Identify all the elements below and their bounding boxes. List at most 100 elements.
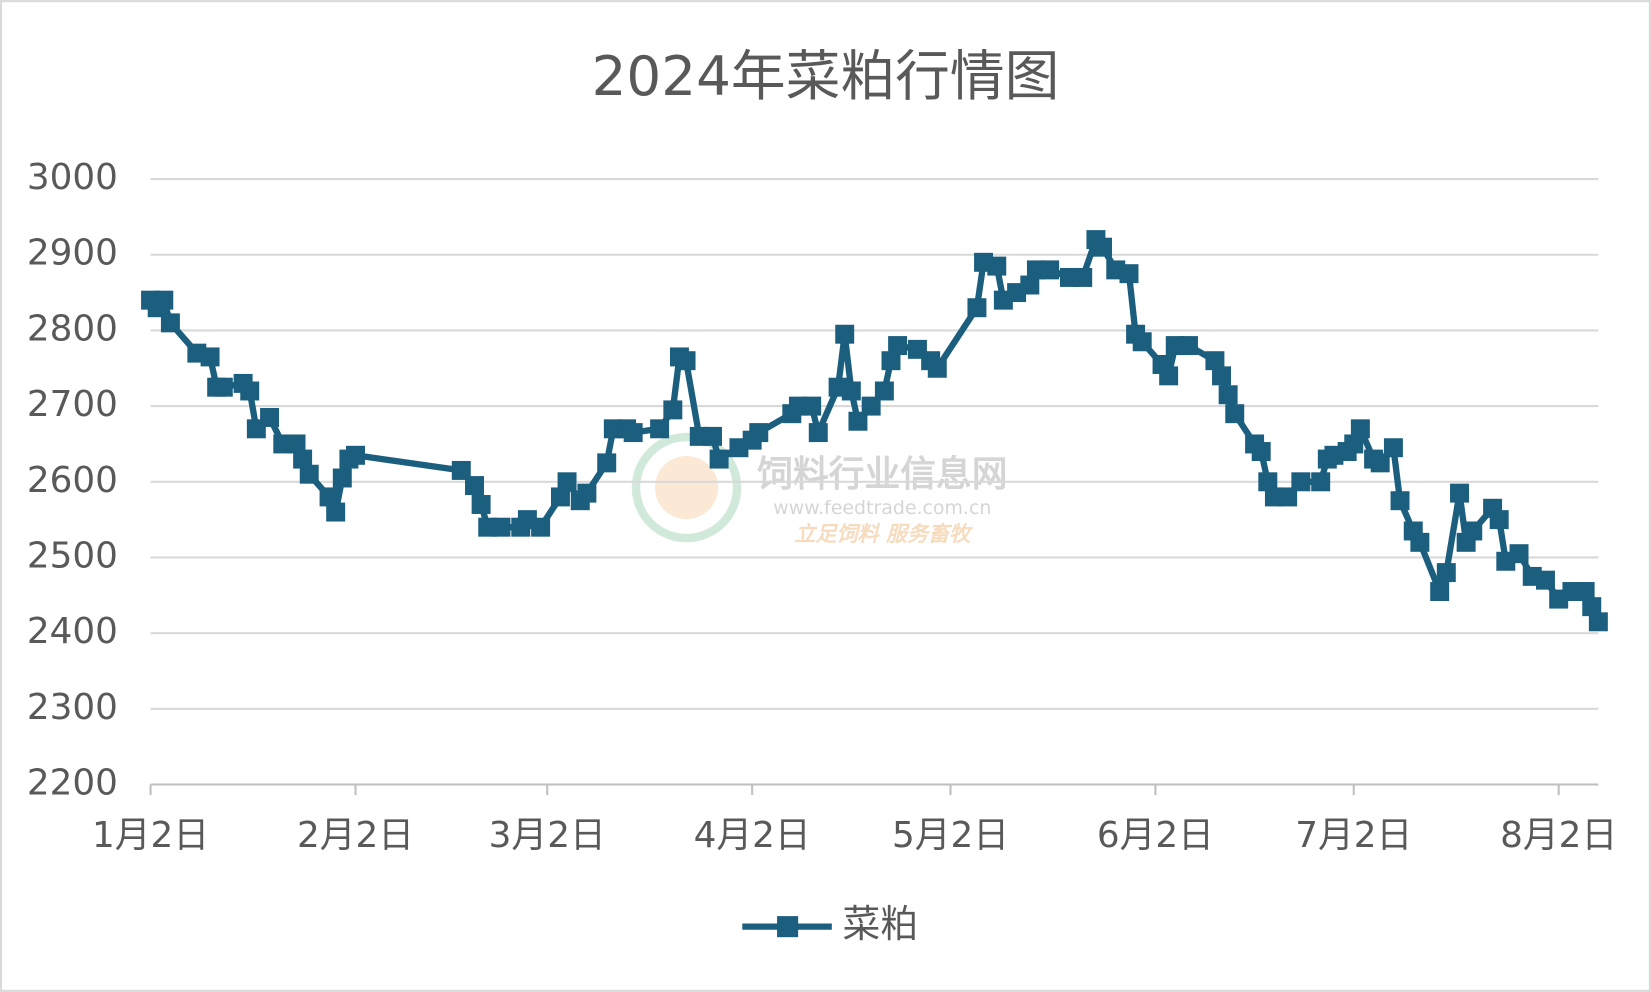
point-marker [597,453,617,473]
point-marker [577,483,597,503]
watermark: 饲料行业信息网 www.feedtrade.com.cn 立足饲料 服务畜牧 [631,432,1008,546]
point-marker [465,476,484,496]
y-tick-label: 3000 [27,157,118,198]
point-marker [160,313,180,333]
point-marker [1588,612,1608,632]
point-marker [1278,487,1298,507]
point-marker [332,468,352,488]
point-marker [531,517,551,537]
point-marker [709,449,729,469]
point-marker [326,502,346,522]
y-tick-label: 2800 [27,308,118,349]
point-marker [749,423,769,443]
y-tick-label: 2900 [27,233,118,274]
point-marker [835,324,855,344]
x-tick-label: 6月2日 [1097,815,1214,856]
point-marker [260,407,280,427]
chart-title: 2024年菜粕行情图 [592,44,1060,108]
point-marker [213,377,233,397]
watermark-name: 饲料行业信息网 [757,454,1007,495]
point-marker [1073,267,1093,287]
watermark-slogan: 立足饲料 服务畜牧 [795,521,974,546]
point-marker [200,347,220,367]
y-tick-label: 2400 [27,611,118,652]
point-marker [808,423,828,443]
point-marker [1535,570,1555,590]
point-marker [1251,442,1271,461]
y-tick-label: 2500 [27,535,118,576]
point-marker [1093,237,1113,257]
point-marker [1450,483,1470,503]
x-tick-label: 5月2日 [892,815,1009,856]
point-marker [1582,597,1602,617]
point-marker [1159,366,1179,386]
point-marker [1436,563,1456,583]
point-marker [1430,582,1450,601]
point-marker [1218,385,1238,405]
y-tick-label: 2700 [27,384,118,425]
point-marker [987,256,1007,276]
legend-marker [777,916,799,938]
point-marker [1383,438,1403,458]
point-marker [663,400,683,420]
point-marker [650,419,670,439]
y-tick-label: 2200 [27,763,118,804]
point-marker [888,336,908,356]
point-marker [491,517,511,537]
point-marker [1291,472,1311,492]
watermark-url: www.feedtrade.com.cn [773,497,991,519]
watermark-logo-inner [654,455,719,520]
point-marker [1258,472,1278,492]
point-marker [319,487,339,507]
point-marker [927,358,947,378]
point-marker [802,396,822,416]
point-marker [1509,544,1529,564]
point-marker [623,423,643,443]
point-marker [1212,366,1232,386]
point-marker [1020,275,1040,295]
point-marker [557,472,577,492]
point-marker [1370,453,1390,473]
y-tick-label: 2300 [27,687,118,728]
point-marker [1575,582,1595,601]
x-tick-label: 4月2日 [694,815,811,856]
watermark-logo [631,432,742,543]
point-marker [1132,332,1152,352]
point-marker [1040,260,1060,280]
point-marker [861,396,881,416]
point-marker [346,445,365,465]
legend-label: 菜粕 [842,902,918,946]
point-marker [676,351,696,371]
point-marker [1119,264,1139,284]
x-tick-label: 1月2日 [92,815,209,856]
x-tick-label: 7月2日 [1295,815,1412,856]
point-marker [1463,521,1483,541]
point-marker [451,460,471,480]
x-tick-label: 3月2日 [489,815,606,856]
point-marker [293,449,313,469]
point-marker [1225,404,1245,424]
point-marker [154,290,174,310]
point-marker [881,351,901,371]
point-marker [1410,532,1430,552]
point-marker [874,381,894,401]
point-marker [550,487,570,507]
x-tick-label: 2月2日 [297,815,414,856]
x-tick-label: 8月2日 [1500,815,1617,856]
point-marker [1390,491,1410,511]
point-marker [1311,472,1331,492]
point-marker [1344,434,1364,454]
point-marker [1205,351,1225,371]
point-marker [471,495,491,514]
point-marker [299,464,319,484]
point-marker [1489,510,1509,530]
point-marker [240,381,260,401]
point-marker [1350,419,1370,439]
point-marker [848,411,868,431]
point-marker [841,381,861,401]
point-marker [1179,336,1198,356]
point-marker [967,298,987,318]
